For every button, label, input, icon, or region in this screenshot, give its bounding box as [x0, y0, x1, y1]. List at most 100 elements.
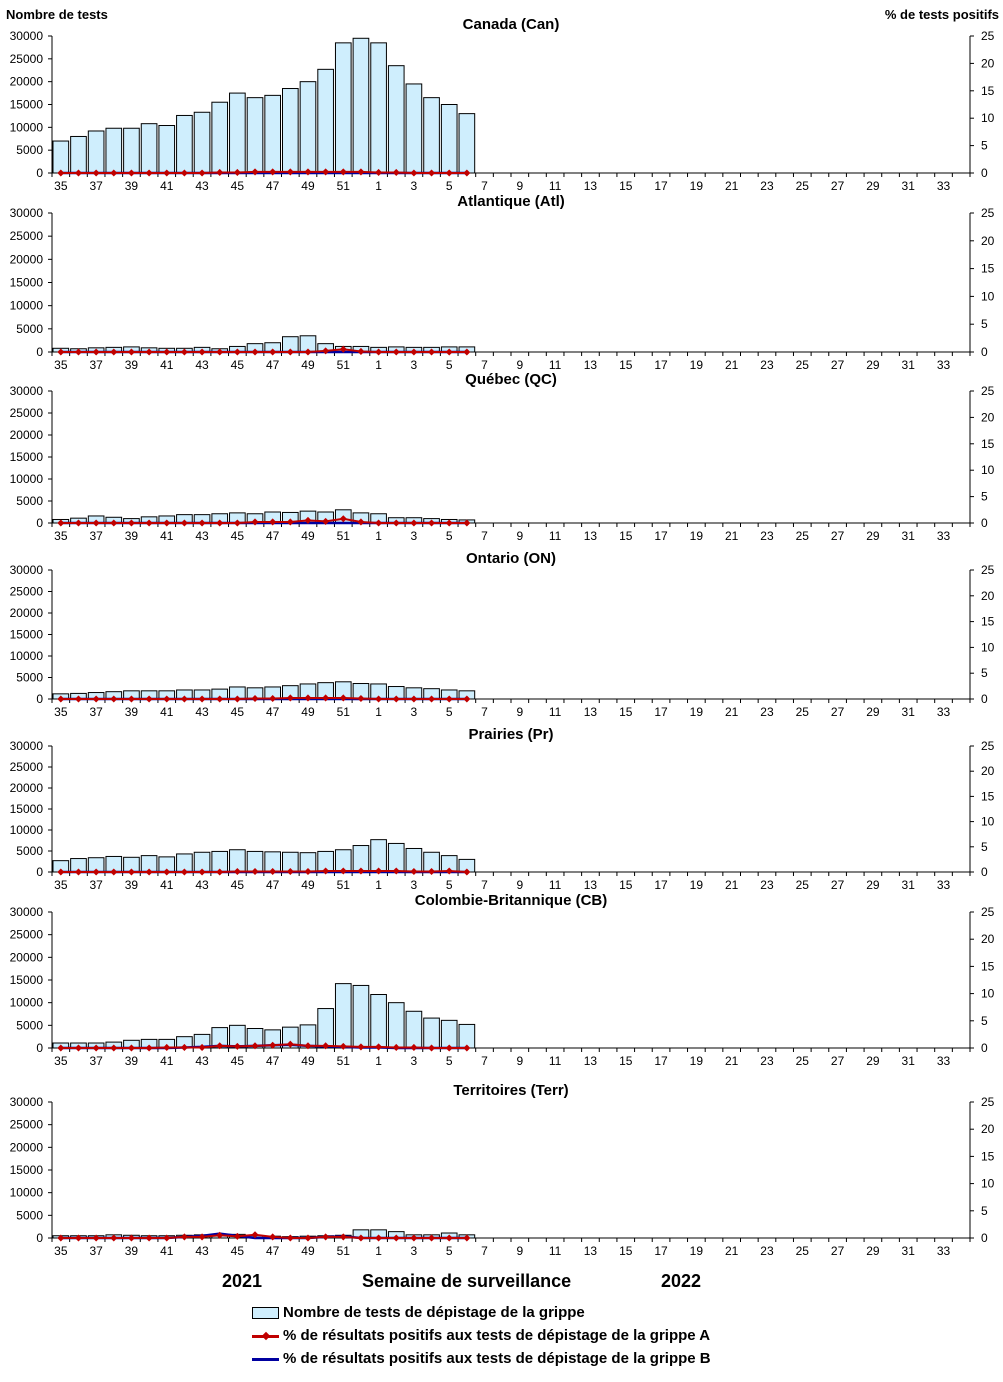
flu-a-point — [198, 348, 206, 356]
x-tick-label: 19 — [690, 358, 704, 372]
flu-a-point — [163, 169, 171, 177]
x-tick-label: 5 — [446, 1054, 453, 1068]
x-tick-label: 9 — [516, 1054, 523, 1068]
x-tick-label: 35 — [54, 1244, 68, 1258]
x-tick-label: 1 — [375, 358, 382, 372]
x-tick-label: 17 — [654, 529, 668, 543]
flu-a-point — [198, 519, 206, 527]
right-y-tick-label: 5 — [981, 490, 988, 504]
x-tick-label: 39 — [125, 1054, 139, 1068]
flu-a-point — [286, 694, 294, 702]
x-tick-label: 13 — [584, 1244, 598, 1258]
x-tick-label: 39 — [125, 529, 139, 543]
right-y-tick-label: 0 — [981, 1041, 988, 1055]
x-tick-label: 11 — [549, 1244, 562, 1258]
left-y-tick-label: 10000 — [10, 996, 44, 1010]
flu-a-point — [233, 348, 241, 356]
x-tick-label: 23 — [760, 529, 774, 543]
right-y-tick-label: 15 — [981, 789, 995, 803]
x-tick-label: 19 — [690, 878, 704, 892]
bar — [334, 983, 352, 1049]
left-y-tick-label: 5000 — [16, 1018, 43, 1032]
left-y-tick-label: 15000 — [10, 98, 44, 112]
x-tick-label: 23 — [760, 1054, 774, 1068]
right-y-tick-label: 10 — [981, 987, 995, 1001]
x-tick-label: 11 — [549, 529, 562, 543]
x-tick-label: 15 — [619, 358, 633, 372]
x-tick-label: 51 — [337, 179, 351, 193]
flu-a-point — [251, 867, 259, 876]
x-tick-label: 47 — [266, 1244, 280, 1258]
left-y-tick-label: 0 — [36, 166, 43, 180]
x-tick-label: 39 — [125, 179, 139, 193]
chart-panel: Québec (QC) 0 5000 10000 15000 20000 25000 3000… — [10, 371, 995, 543]
flu-a-point — [304, 1234, 312, 1242]
flu-a-point — [251, 518, 259, 526]
left-y-tick-label: 10000 — [10, 1186, 44, 1200]
flu-a-point — [74, 519, 83, 527]
flu-a-point — [286, 168, 294, 176]
left-y-tick-label: 30000 — [10, 905, 44, 919]
flu-a-point — [233, 519, 241, 527]
x-tick-label: 41 — [160, 1244, 174, 1258]
left-y-tick-label: 15000 — [10, 802, 44, 816]
chart-title: Québec (QC) — [465, 371, 557, 388]
right-y-tick-label: 15 — [981, 262, 995, 276]
right-y-tick-label: 0 — [981, 1231, 988, 1245]
x-tick-label: 41 — [160, 529, 174, 543]
flu-a-point — [445, 348, 453, 356]
chart-title: Canada (Can) — [463, 16, 560, 33]
x-tick-label: 37 — [89, 878, 103, 892]
flu-a-point — [216, 519, 224, 527]
left-y-tick-label: 25000 — [10, 760, 44, 774]
x-tick-label: 31 — [902, 358, 916, 372]
x-tick-label: 15 — [619, 1244, 633, 1258]
flu-a-point — [269, 1233, 277, 1241]
x-tick-label: 5 — [446, 878, 453, 892]
flu-a-point — [180, 169, 188, 177]
left-y-tick-label: 15000 — [10, 973, 44, 987]
flu-a-point — [269, 518, 277, 526]
x-tick-label: 41 — [160, 1054, 174, 1068]
left-y-tick-label: 10000 — [10, 823, 44, 837]
x-tick-label: 51 — [337, 1244, 351, 1258]
x-tick-label: 27 — [831, 529, 845, 543]
bar — [458, 1023, 476, 1049]
bar — [423, 1017, 440, 1049]
left-y-tick-label: 30000 — [10, 29, 44, 43]
x-tick-label: 47 — [266, 878, 280, 892]
x-tick-label: 43 — [195, 705, 209, 719]
x-tick-label: 25 — [796, 705, 810, 719]
flu-a-point — [375, 168, 383, 176]
flu-a-point — [357, 347, 365, 355]
right-y-tick-label: 10 — [981, 640, 995, 654]
x-tick-label: 31 — [902, 1054, 916, 1068]
flu-a-point — [92, 348, 100, 356]
x-tick-label: 1 — [375, 1244, 382, 1258]
x-tick-label: 3 — [411, 1244, 418, 1258]
flu-a-point — [110, 169, 118, 177]
flu-a-point — [286, 518, 294, 526]
flu-a-point — [74, 868, 83, 876]
left-y-tick-label: 30000 — [10, 384, 44, 398]
bar — [229, 92, 246, 174]
right-y-tick-label: 25 — [981, 563, 995, 577]
x-tick-label: 39 — [125, 1244, 139, 1258]
x-tick-label: 7 — [481, 705, 488, 719]
x-tick-label: 49 — [301, 358, 315, 372]
flu-a-point — [392, 168, 400, 176]
x-axis-title: Semaine de surveillance — [362, 1271, 572, 1291]
x-tick-label: 45 — [231, 705, 245, 719]
x-tick-label: 39 — [125, 878, 139, 892]
left-y-tick-label: 20000 — [10, 606, 44, 620]
right-y-tick-label: 10 — [981, 111, 995, 125]
flu-a-point — [180, 348, 188, 356]
x-tick-label: 15 — [619, 1054, 633, 1068]
bar — [405, 83, 423, 174]
x-tick-label: 17 — [654, 1054, 668, 1068]
x-tick-label: 19 — [690, 529, 704, 543]
bar — [317, 68, 334, 174]
flu-a-point — [445, 695, 453, 703]
left-y-tick-label: 25000 — [10, 406, 44, 420]
x-tick-label: 45 — [231, 358, 245, 372]
